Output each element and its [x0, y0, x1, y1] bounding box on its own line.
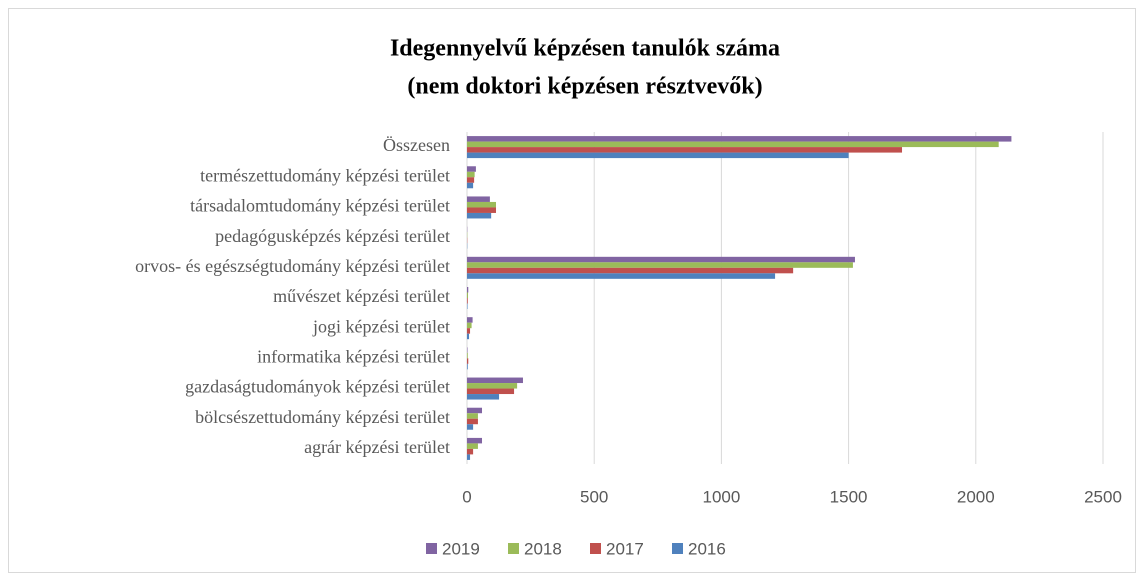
bar: [467, 273, 776, 279]
bar: [467, 418, 478, 425]
bar: [467, 352, 468, 359]
bar: [467, 207, 497, 213]
bar: [467, 424, 474, 430]
y-tick-label: természettudomány képzési terület: [200, 165, 450, 185]
bar: [467, 201, 497, 208]
bar: [467, 256, 855, 263]
x-tick-label: 1500: [830, 487, 868, 506]
bar: [467, 147, 903, 153]
y-tick-label: bölcsészettudomány képzési terület: [195, 407, 450, 427]
x-tick-label: 1000: [702, 487, 740, 506]
y-tick-label: művészet képzési terület: [273, 286, 450, 306]
legend-label: 2019: [442, 539, 480, 558]
bar: [467, 443, 478, 449]
legend-swatch: [508, 543, 519, 554]
bar: [467, 298, 468, 304]
bar: [467, 267, 794, 274]
bar: [467, 166, 476, 172]
bar: [467, 141, 999, 148]
y-tick-label: orvos- és egészségtudomány képzési terül…: [135, 256, 450, 276]
bar: [467, 322, 472, 329]
chart-title: (nem doktori képzésen résztvevők): [407, 74, 762, 100]
legend-swatch: [426, 543, 437, 554]
bar: [467, 448, 474, 455]
bar: [467, 328, 471, 334]
bar: [467, 287, 469, 293]
bar: [467, 437, 483, 444]
y-tick-label: jogi képzési terület: [312, 316, 450, 336]
legend-label: 2018: [524, 539, 562, 558]
bar: [467, 292, 469, 298]
y-tick-label: gazdaságtudományok képzési terület: [185, 377, 450, 397]
bar: [467, 196, 490, 202]
y-tick-label: pedagógusképzés képzési terület: [215, 226, 450, 246]
bar: [467, 347, 468, 353]
x-tick-label: 2500: [1084, 487, 1122, 506]
bar: [467, 303, 468, 309]
legend-label: 2016: [688, 539, 726, 558]
bar: [467, 317, 473, 323]
bar: [467, 358, 469, 364]
bar: [467, 377, 523, 384]
x-tick-label: 500: [580, 487, 608, 506]
bar: [467, 136, 1012, 142]
y-tick-label: társadalomtudomány képzési terület: [190, 196, 450, 216]
y-tick-label: agrár képzési terület: [304, 437, 450, 457]
legend-label: 2017: [606, 539, 644, 558]
bar: [467, 363, 468, 370]
bar: [467, 394, 500, 400]
bar: [467, 413, 478, 419]
legend-swatch: [672, 543, 683, 554]
x-tick-label: 2000: [957, 487, 995, 506]
bar: [467, 383, 518, 389]
y-tick-label: Összesen: [383, 135, 450, 155]
bar: [467, 212, 492, 219]
chart-title: Idegennyelvű képzésen tanulók száma: [390, 36, 780, 62]
bar: [467, 454, 471, 460]
y-tick-label: informatika képzési terület: [257, 346, 450, 366]
bar: [467, 407, 483, 414]
legend-swatch: [590, 543, 601, 554]
bar: [467, 262, 853, 268]
bar: [467, 171, 475, 178]
chart-border: [8, 8, 1136, 573]
x-tick-label: 0: [462, 487, 471, 506]
bar: [467, 388, 515, 395]
bar: [467, 152, 849, 159]
bar: [467, 333, 470, 340]
bar: [467, 182, 474, 189]
bar: [467, 177, 475, 183]
